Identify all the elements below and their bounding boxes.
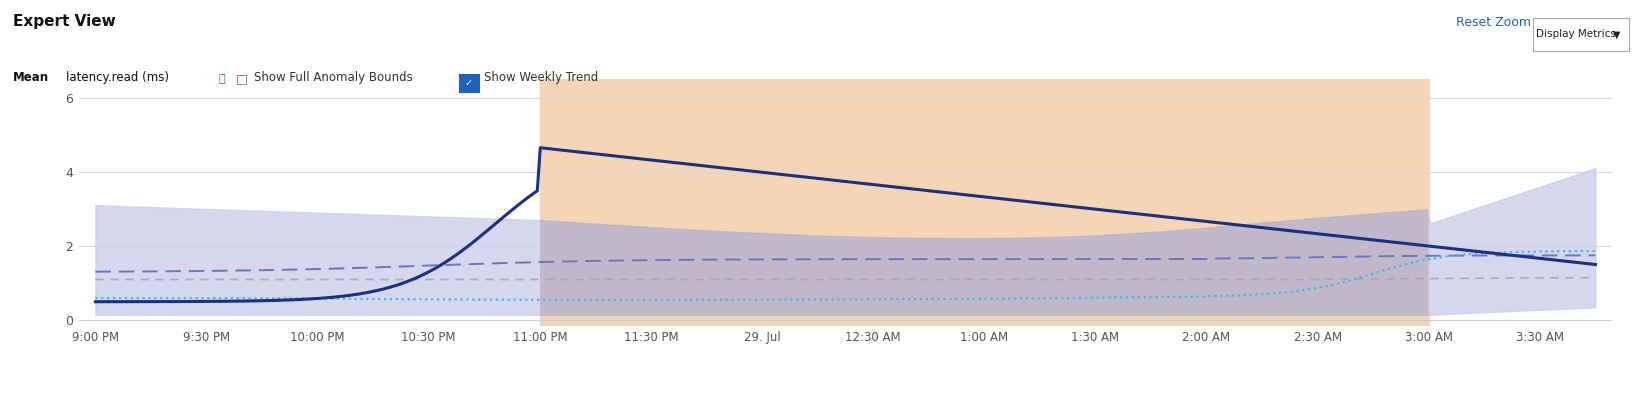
Text: Mean: Mean <box>13 71 49 84</box>
Bar <box>539 79 1428 326</box>
Text: Show Weekly Trend: Show Weekly Trend <box>484 71 598 84</box>
Text: latency.read (ms): latency.read (ms) <box>66 71 169 84</box>
Text: ⓘ: ⓘ <box>218 74 225 84</box>
Text: Expert View: Expert View <box>13 14 116 29</box>
Text: Display Metrics: Display Metrics <box>1536 29 1614 40</box>
Text: □: □ <box>236 72 247 85</box>
Text: ✓: ✓ <box>465 78 472 88</box>
Text: ▼: ▼ <box>1613 29 1619 40</box>
Text: Reset Zoom: Reset Zoom <box>1455 16 1531 29</box>
Text: Show Full Anomaly Bounds: Show Full Anomaly Bounds <box>254 71 413 84</box>
